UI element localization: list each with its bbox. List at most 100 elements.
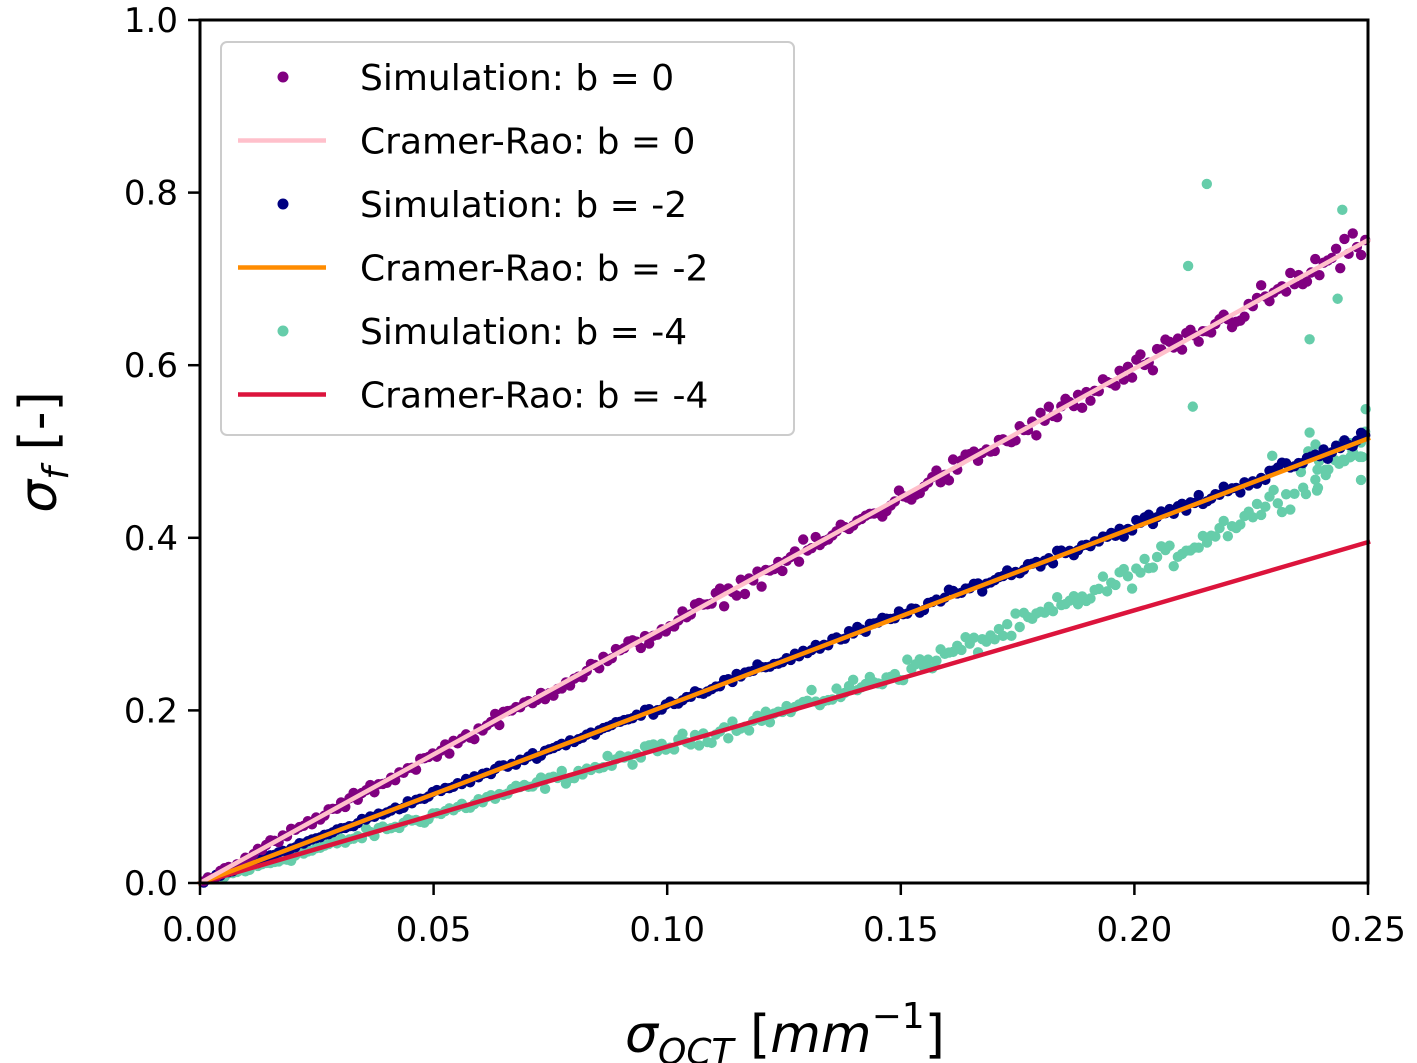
scatter-point [1035, 407, 1046, 419]
plot-frame [198, 18, 1370, 885]
scatter-point [1085, 593, 1096, 604]
scatter-point [539, 783, 551, 795]
y-tick-label: 0.0 [124, 864, 178, 904]
scatter-point [627, 759, 638, 770]
scatter-point [1006, 630, 1017, 642]
legend-items: Simulation: b = 0 Cramer-Rao: b = 0 Simula… [238, 58, 708, 417]
cramer-rao-line [197, 435, 1371, 886]
scatter-point [1312, 464, 1323, 475]
scatter-point [1260, 501, 1271, 512]
legend-marker-swatch [277, 325, 289, 337]
legend-entry: Simulation: b = 0 [277, 58, 674, 99]
scatter-point [1314, 270, 1325, 281]
scatter-point [1110, 579, 1121, 591]
legend-marker-swatch [277, 71, 289, 83]
legend-entry: Cramer-Rao: b = -4 [238, 376, 708, 417]
scatter-point [1010, 608, 1021, 619]
x-tick-label: 0.05 [396, 910, 472, 950]
ticks-layer: 0.00 0.05 0.10 0.15 0.20 0.25 0.0 0.2 0.4 0.6 0.8 1… [124, 1, 1406, 950]
scatter-point [1147, 562, 1159, 573]
scatter-point-outlier [1355, 474, 1367, 486]
scatter-point [777, 565, 788, 577]
legend-label: Cramer-Rao: b = -2 [360, 249, 708, 290]
scatter-point-outlier [1304, 427, 1315, 438]
scatter-point [727, 716, 738, 727]
scatter-point [1093, 583, 1105, 595]
scatter-point [1222, 531, 1234, 542]
x-tick-label: 0.25 [1330, 910, 1406, 950]
scatter-point [635, 642, 647, 654]
scatter-point [1139, 553, 1150, 565]
scatter-point [947, 454, 959, 465]
scatter-point [931, 465, 942, 476]
scatter-point [1268, 484, 1279, 496]
scatter-point [1126, 372, 1138, 383]
scatter-point [1193, 336, 1204, 347]
scatter-point [1051, 592, 1063, 603]
scatter-point [469, 733, 480, 745]
legend-box [220, 41, 795, 436]
y-axis-label: σf [-] [9, 391, 77, 513]
scatter-point [444, 748, 455, 759]
scatter-point [1239, 311, 1250, 322]
scatter-point [902, 654, 913, 665]
y-tick-label: 1.0 [124, 1, 178, 41]
scatter-point [1318, 444, 1329, 455]
y-tick-label: 0.8 [124, 174, 178, 214]
scatter-point [831, 683, 842, 694]
scatter-point-outlier [1304, 334, 1315, 345]
scatter-point [1255, 509, 1267, 521]
y-tick-label: 0.6 [124, 346, 178, 386]
scatter-point-outlier [1337, 204, 1348, 216]
scatter-point [1047, 605, 1059, 617]
scatter-point [677, 728, 688, 739]
y-tick-label: 0.2 [124, 691, 178, 731]
scatter-point [1147, 365, 1159, 376]
scatter-point [1043, 401, 1055, 412]
scatter-point-outlier [1187, 401, 1199, 412]
scatter-point [1272, 498, 1284, 509]
x-tick-label: 0.15 [863, 910, 939, 950]
scatter-point [1285, 267, 1296, 279]
scatter-point [1193, 489, 1204, 501]
scatter-point [1135, 349, 1146, 360]
scatter-point [643, 638, 655, 649]
scatter-point [968, 632, 980, 643]
x-tick-label: 0.20 [1097, 910, 1173, 950]
scatter-point-outlier [1201, 178, 1213, 190]
scatter-point [1330, 243, 1342, 255]
scatter-point [810, 531, 821, 543]
scatter-point [1014, 621, 1025, 633]
scatter-point [1320, 464, 1331, 475]
legend-label: Simulation: b = 0 [360, 58, 674, 99]
scatter-point [847, 674, 859, 686]
scatter-point [739, 588, 751, 600]
scatter-point [1193, 542, 1204, 553]
scatter-point [1280, 489, 1292, 500]
legend-label: Simulation: b = -4 [360, 312, 687, 353]
series-1 [196, 237, 1372, 887]
scatter-point [798, 534, 809, 545]
scatter-point [1097, 571, 1109, 582]
scatter-point [535, 772, 547, 783]
scatter-point [1002, 619, 1013, 630]
legend-label: Cramer-Rao: b = 0 [360, 122, 695, 163]
legend-entry: Simulation: b = -4 [277, 312, 687, 353]
scatter-point [1235, 519, 1246, 530]
scatter-point [1301, 276, 1313, 287]
scatter-point [1031, 430, 1042, 441]
series-layer [196, 178, 1372, 888]
cramer-rao-line [196, 237, 1372, 887]
scatter-point [1101, 586, 1113, 597]
scatter-point [1164, 540, 1175, 551]
series-5 [197, 539, 1371, 886]
scatter-point [1339, 233, 1350, 245]
legend: Simulation: b = 0 Cramer-Rao: b = 0 Simula… [220, 41, 795, 436]
scatter-point [556, 765, 567, 777]
scatter-point [1276, 506, 1288, 518]
scatter-point [1310, 253, 1321, 265]
scatter-point-outlier [1182, 260, 1194, 272]
legend-label: Simulation: b = -2 [360, 185, 687, 226]
y-tick-label: 0.4 [124, 519, 178, 559]
